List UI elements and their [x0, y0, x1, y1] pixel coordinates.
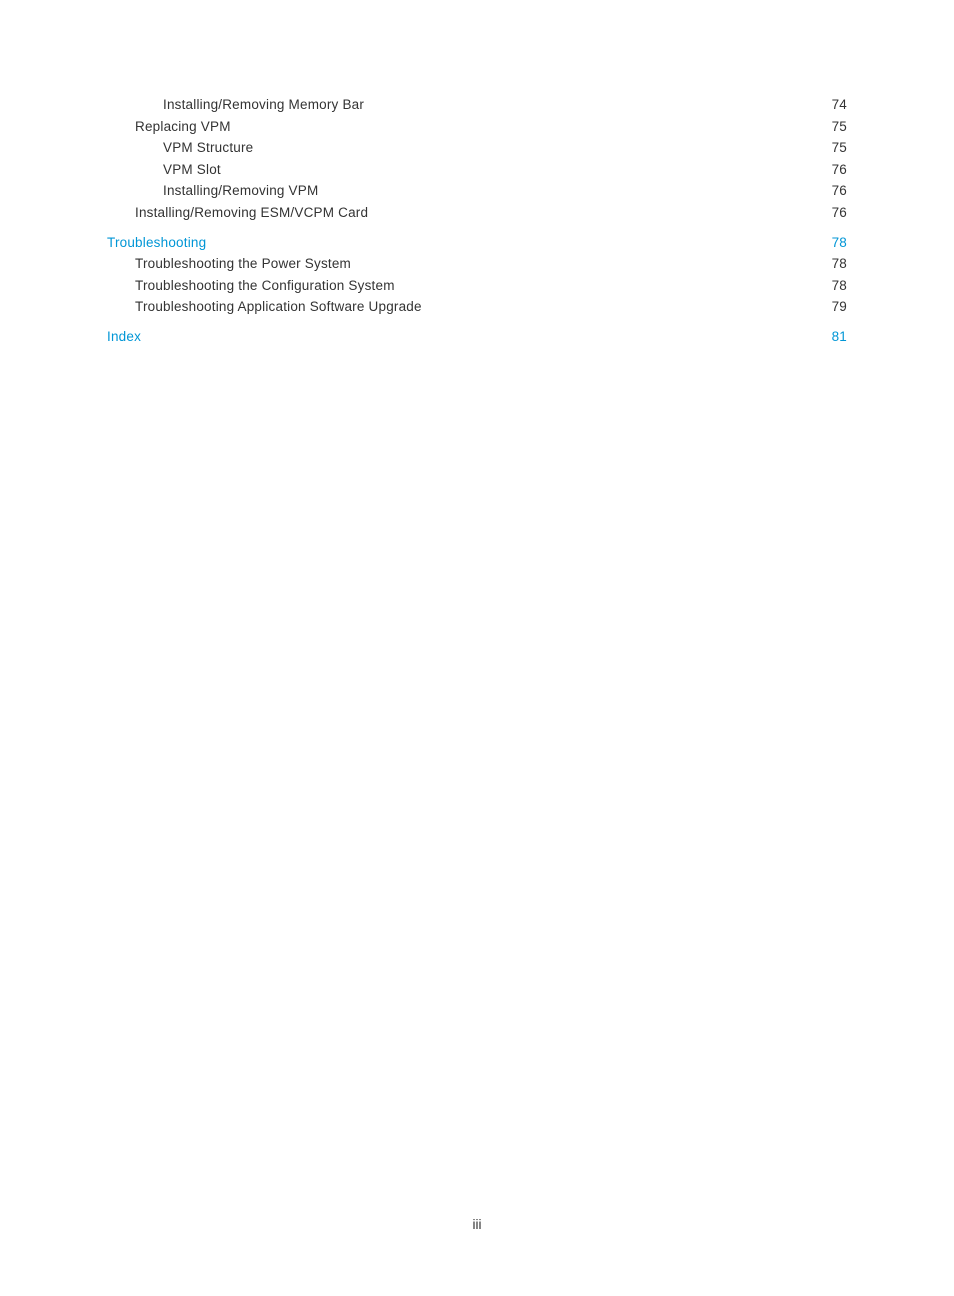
toc-entry-title[interactable]: Troubleshooting — [107, 232, 206, 254]
toc-entry-title: Installing/Removing VPM — [163, 180, 318, 202]
toc-entry[interactable]: Index 81 — [107, 326, 847, 348]
toc-entry-page: 75 — [832, 116, 847, 138]
toc-entry: Troubleshooting the Power System 78 — [107, 253, 847, 275]
toc-entry: Installing/Removing VPM 76 — [107, 180, 847, 202]
toc-entry-page: 75 — [832, 137, 847, 159]
toc-entry-page: 78 — [832, 253, 847, 275]
toc-entry-page[interactable]: 78 — [832, 232, 847, 254]
toc-entry-title: Installing/Removing ESM/VCPM Card — [135, 202, 368, 224]
toc-entry-page: 76 — [832, 159, 847, 181]
toc-entry[interactable]: Troubleshooting 78 — [107, 232, 847, 254]
toc-entry-page[interactable]: 81 — [832, 326, 847, 348]
toc-entry: Replacing VPM 75 — [107, 116, 847, 138]
toc-entry-title: Replacing VPM — [135, 116, 231, 138]
toc-entry: Installing/Removing Memory Bar 74 — [107, 94, 847, 116]
toc-entry-page: 79 — [832, 296, 847, 318]
toc-entry-title: VPM Slot — [163, 159, 221, 181]
toc-entry: Troubleshooting the Configuration System… — [107, 275, 847, 297]
toc-entry-page: 76 — [832, 180, 847, 202]
toc-entry: Troubleshooting Application Software Upg… — [107, 296, 847, 318]
toc-entry: VPM Slot 76 — [107, 159, 847, 181]
toc-entry-title: Installing/Removing Memory Bar — [163, 94, 364, 116]
toc-entry-page: 76 — [832, 202, 847, 224]
toc-entry-title: Troubleshooting the Configuration System — [135, 275, 395, 297]
toc-container: Installing/Removing Memory Bar74Replacin… — [0, 0, 954, 348]
toc-entry: VPM Structure 75 — [107, 137, 847, 159]
toc-entry-title: Troubleshooting Application Software Upg… — [135, 296, 422, 318]
toc-entry-title[interactable]: Index — [107, 326, 141, 348]
page-number: iii — [0, 1217, 954, 1232]
toc-entry-title: VPM Structure — [163, 137, 253, 159]
toc-entry: Installing/Removing ESM/VCPM Card 76 — [107, 202, 847, 224]
toc-entry-title: Troubleshooting the Power System — [135, 253, 351, 275]
toc-entry-page: 78 — [832, 275, 847, 297]
toc-entry-page: 74 — [832, 94, 847, 116]
